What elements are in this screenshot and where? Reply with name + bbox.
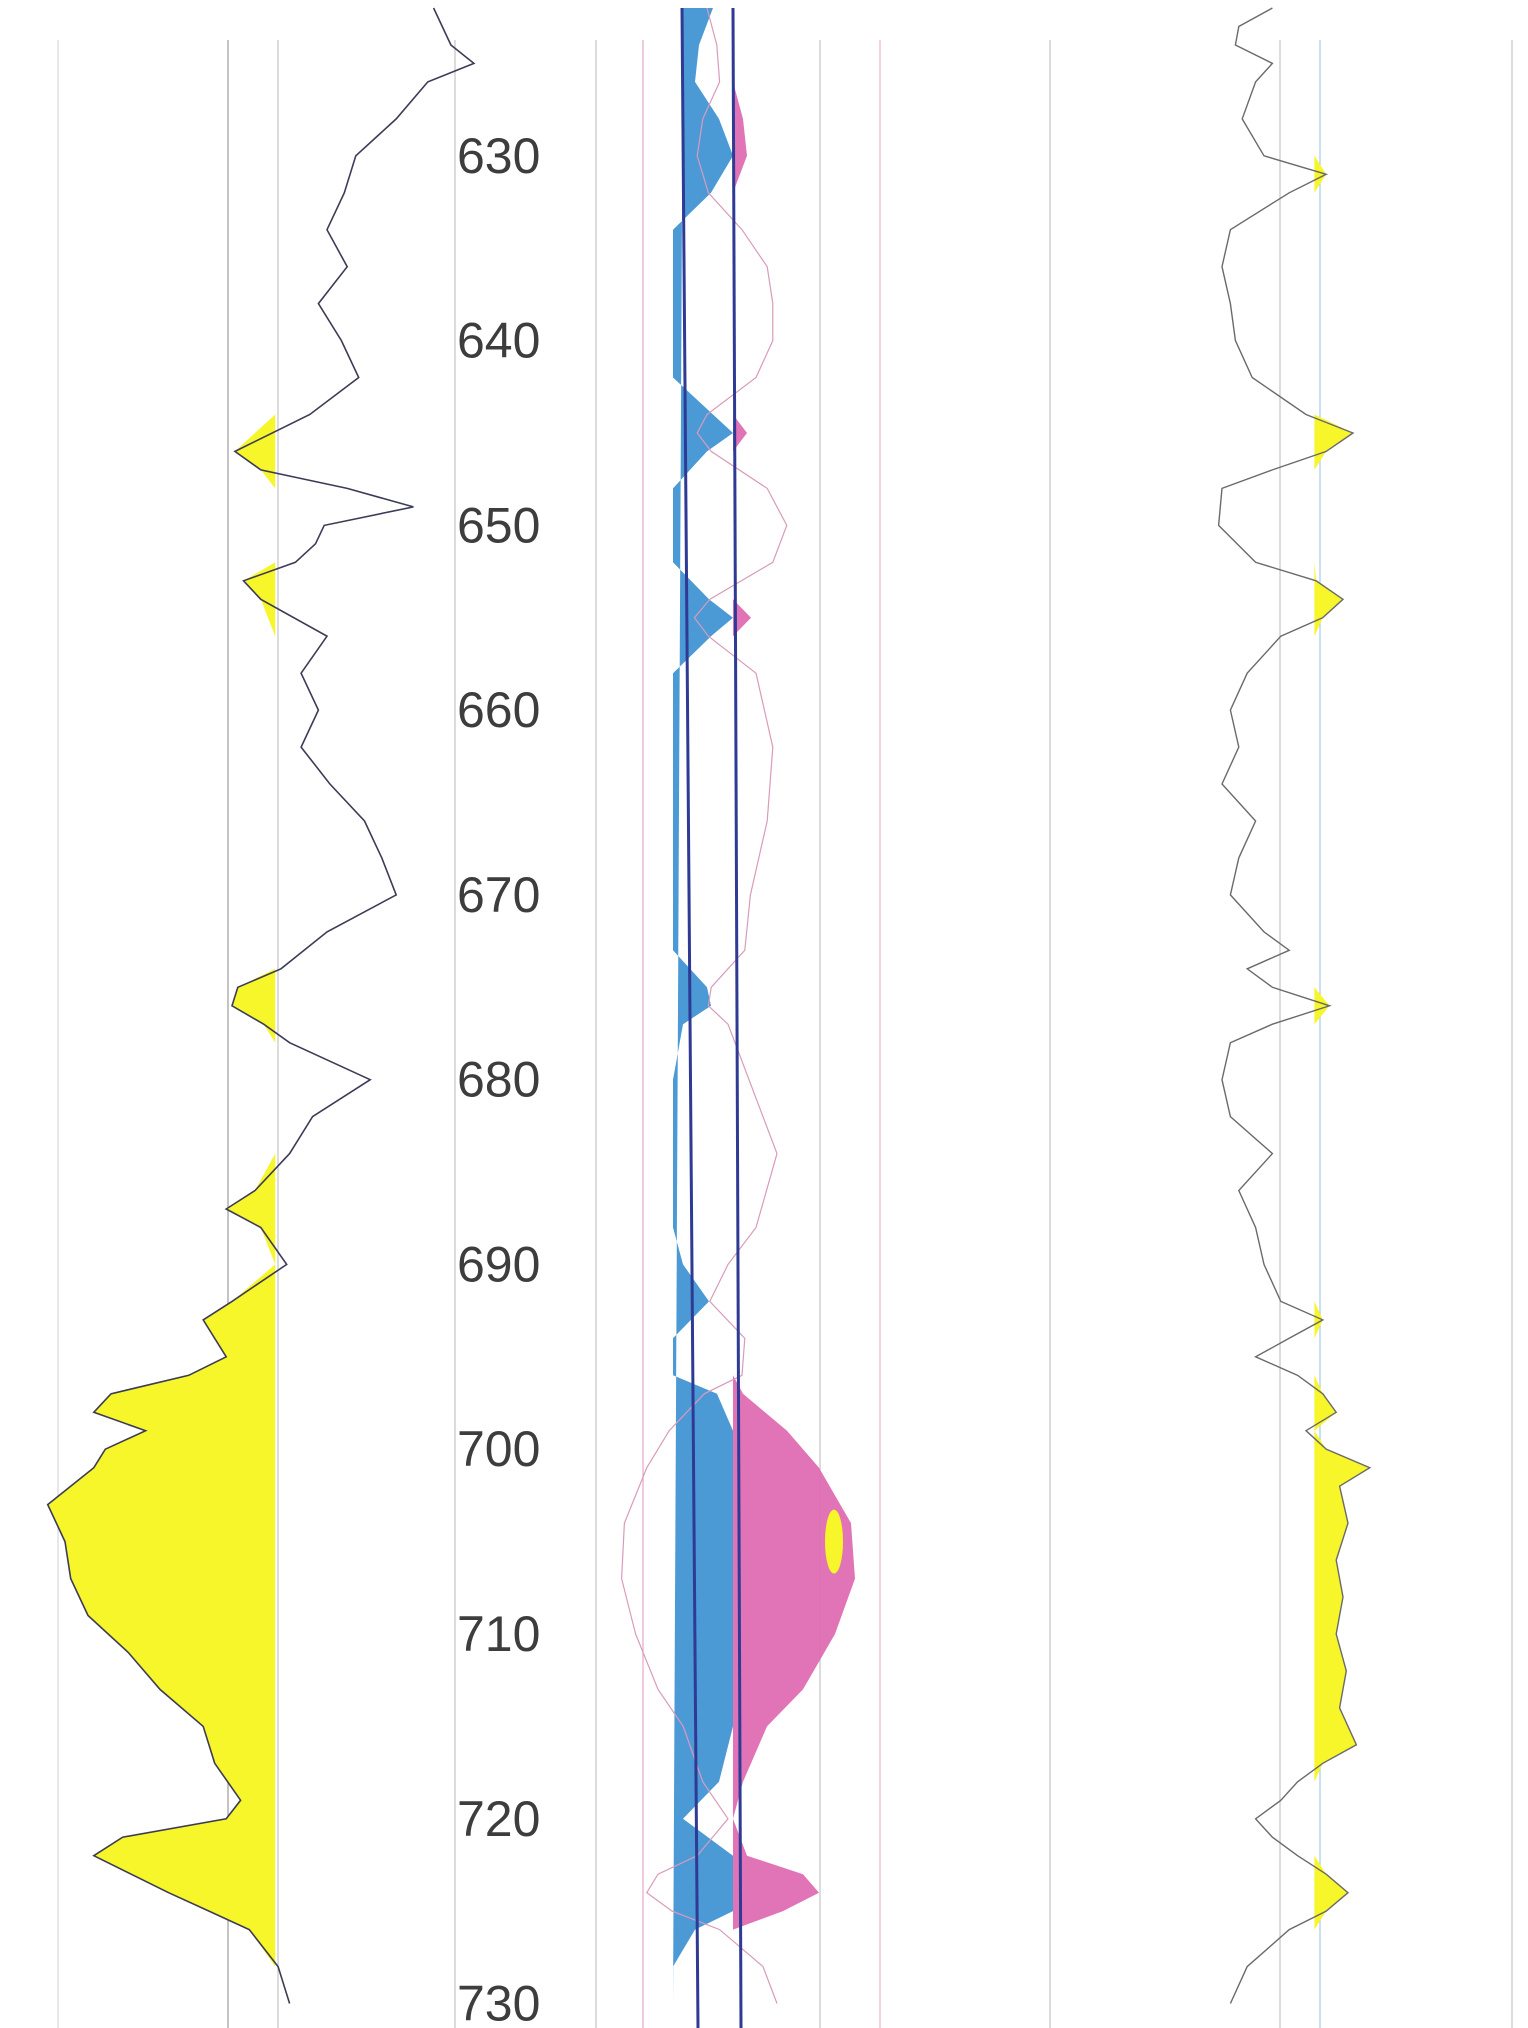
track2-blue-fill [673, 8, 733, 2004]
depth-label-640: 640 [457, 313, 540, 369]
track2-rail-right [731, 7, 743, 2028]
depth-label-710: 710 [457, 1606, 540, 1662]
depth-label-660: 660 [457, 682, 540, 738]
depth-label-700: 700 [457, 1421, 540, 1477]
depth-axis: 630 640 650 660 670 680 690 700 710 720 730 [457, 128, 540, 2028]
depth-label-720: 720 [457, 1791, 540, 1847]
depth-label-730: 730 [457, 1976, 540, 2028]
track2-magenta-fill [733, 8, 855, 2004]
depth-label-680: 680 [457, 1052, 540, 1108]
track1-curve [46, 7, 476, 2004]
track3-yellow-fill [1314, 8, 1370, 2004]
depth-label-690: 690 [457, 1236, 540, 1292]
track1-yellow-fill [47, 8, 276, 2004]
track2-curve [620, 7, 788, 2004]
track2-marker [825, 1509, 843, 1574]
curve-fills [47, 8, 1370, 2004]
track3-curve [1217, 7, 1372, 2004]
depth-label-670: 670 [457, 867, 540, 923]
track2-rail-left [680, 7, 700, 2028]
depth-label-650: 650 [457, 497, 540, 553]
track-gridlines [57, 40, 1513, 2028]
log-curves [46, 7, 1372, 2028]
depth-label-630: 630 [457, 128, 540, 184]
